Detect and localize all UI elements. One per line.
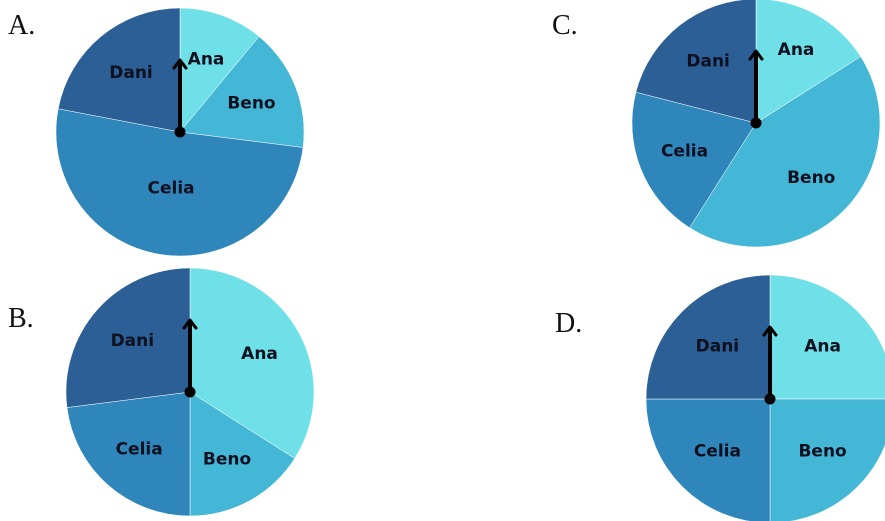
pie-slice-ana [755, 0, 862, 124]
pie-slice-dani [65, 267, 191, 408]
pie-slice-dani [645, 274, 771, 400]
slice-label-ana: Ana [188, 50, 225, 70]
option-label-b: B. [8, 303, 34, 334]
slice-label-ana: Ana [778, 40, 815, 60]
spinner-arrowhead-icon [748, 49, 764, 61]
pie-slice-beno [179, 36, 305, 148]
spinner-arrowhead-icon [182, 318, 198, 330]
slice-label-celia: Celia [661, 141, 708, 161]
slice-label-beno: Beno [787, 168, 835, 188]
pie-chart-a: Ana Beno Celia Dani [55, 7, 305, 257]
pie-slice-beno [769, 398, 885, 521]
slice-label-celia: Celia [694, 442, 741, 462]
slice-label-ana: Ana [804, 336, 841, 356]
pie-slice-celia [66, 391, 191, 517]
pie-slice-celia [55, 108, 304, 257]
option-label-d: D. [555, 308, 582, 339]
slice-label-beno: Beno [203, 449, 251, 469]
option-labels: A. B. C. D. [8, 10, 582, 339]
pie-slice-dani [57, 7, 181, 133]
pie-slice-ana [189, 267, 315, 459]
slice-label-dani: Dani [109, 63, 153, 83]
option-label-a: A. [8, 10, 35, 41]
pie-charts: Ana Beno Celia Dani Ana Beno Celia Dani Ana Beno C… [55, 0, 885, 521]
slice-label-ana: Ana [241, 344, 278, 364]
slice-label-beno: Beno [798, 442, 846, 462]
pie-chart-c: Ana Beno Celia Dani [631, 0, 881, 248]
pie-chart-b: Ana Beno Celia Dani [65, 267, 315, 517]
pie-slice-dani [635, 0, 757, 124]
pie-slice-beno [689, 56, 881, 248]
pie-slice-ana [179, 7, 260, 133]
spinner-pivot-icon [764, 393, 776, 405]
pie-chart-d: Ana Beno Celia Dani [645, 274, 885, 521]
slice-label-celia: Celia [116, 440, 163, 460]
slice-label-dani: Dani [686, 51, 730, 71]
slice-label-beno: Beno [227, 94, 275, 114]
spinner-arrowhead-icon [172, 58, 188, 70]
spinner-arrowhead-icon [762, 325, 778, 337]
pie-slice-ana [769, 274, 885, 400]
slice-label-dani: Dani [696, 336, 740, 356]
slice-label-celia: Celia [148, 178, 195, 198]
spinner-pivot-icon [174, 126, 186, 138]
pie-slice-celia [645, 398, 771, 521]
slice-label-dani: Dani [111, 331, 155, 351]
pie-slice-beno [189, 391, 296, 517]
spinner-pivot-icon [750, 117, 762, 129]
option-label-c: C. [552, 10, 578, 41]
spinner-pivot-icon [184, 386, 196, 398]
pie-slice-celia [631, 91, 757, 229]
